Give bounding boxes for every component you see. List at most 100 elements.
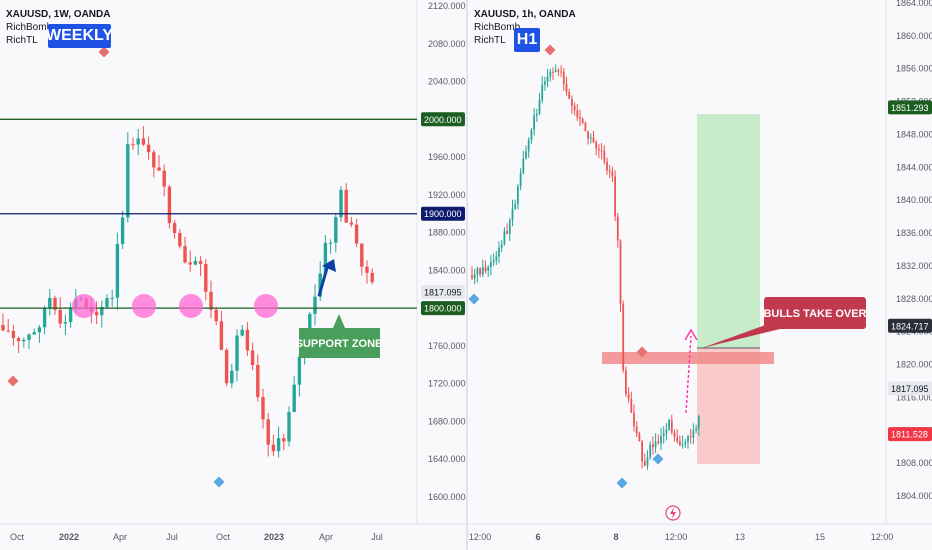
hourly-candle-body <box>562 71 565 85</box>
weekly-candle-body <box>349 222 354 225</box>
hourly-candle-body <box>695 428 697 431</box>
hourly-candle-body <box>560 71 562 73</box>
weekly-candle-body <box>214 309 218 322</box>
weekly-top-diamond-marker <box>98 46 110 58</box>
hourly-candle-body <box>495 256 498 261</box>
hourly-price-tag-3: 1811.528 <box>891 430 928 440</box>
weekly-price-tag-1: 1900.000 <box>424 209 462 219</box>
weekly-x-tick-1: 2022 <box>59 532 79 542</box>
hourly-candle-body <box>697 416 700 429</box>
weekly-candle-body <box>115 244 120 298</box>
hourly-candle-body <box>681 444 684 446</box>
weekly-candle-body <box>162 170 166 187</box>
weekly-chart-panel[interactable]: 2120.000 2080.000 2040.000 2000.000 1960.000… <box>0 0 466 550</box>
weekly-price-tag-2: 1817.095 <box>424 288 462 298</box>
hourly-candle-body <box>476 268 479 275</box>
hourly-candle-body <box>479 268 481 275</box>
hourly-candle-body <box>625 370 627 395</box>
hourly-second-low-diamond-marker <box>652 453 664 465</box>
hourly-candle-body <box>573 105 576 111</box>
weekly-candle-body <box>178 233 182 247</box>
hourly-candle-body <box>630 398 633 413</box>
bulls-callout-text: BULLS TAKE OVER <box>763 308 866 320</box>
weekly-price-tag-3: 1800.000 <box>424 304 462 314</box>
hourly-candle-body <box>598 148 600 151</box>
hourly-candle-body <box>614 176 616 217</box>
hourly-candle-body <box>670 420 673 433</box>
hourly-x-tick-6: 12:00 <box>871 532 894 542</box>
hourly-y-tick-6: 1840.000 <box>896 195 932 205</box>
weekly-up-arrow-head <box>322 259 336 272</box>
hourly-chart-panel[interactable]: 1864.0001860.0001856.0001852.0001848.000… <box>468 0 932 550</box>
hourly-candle-body <box>619 240 622 304</box>
weekly-candle-body <box>271 444 276 452</box>
weekly-support-touch-circle-1 <box>132 294 156 318</box>
hourly-projection-arrowhead <box>684 328 698 341</box>
panel-divider[interactable] <box>466 0 468 550</box>
weekly-candle-body <box>1 325 5 331</box>
hourly-candle-body <box>514 204 517 209</box>
hourly-candle-body <box>633 412 635 427</box>
weekly-candle-body <box>63 322 68 324</box>
weekly-y-tick-12: 1640.000 <box>428 454 466 464</box>
hourly-y-tick-2: 1856.000 <box>896 64 932 74</box>
hourly-take-profit-zone <box>697 114 760 348</box>
hourly-low-diamond-marker <box>616 477 628 489</box>
weekly-candle-body <box>11 330 16 339</box>
weekly-candle-body <box>354 224 359 244</box>
weekly-candle-body <box>224 349 229 384</box>
weekly-candle-body <box>370 272 374 283</box>
hourly-candle-body <box>557 70 560 72</box>
hourly-candle-body <box>525 151 527 159</box>
weekly-candle-body <box>240 329 244 336</box>
hourly-price-tag-3-bg <box>888 427 932 442</box>
hourly-candle-body <box>565 84 568 92</box>
hourly-chart-canvas[interactable]: 1864.0001860.0001856.0001852.0001848.000… <box>468 0 932 550</box>
hourly-candle-body <box>641 441 643 462</box>
weekly-chart-legend: XAUUSD, 1W, OANDA RichBomb RichTL <box>6 8 110 47</box>
hourly-candle-body <box>533 115 535 130</box>
hourly-candle-body <box>587 131 589 139</box>
hourly-x-tick-1: 6 <box>535 532 540 542</box>
hourly-candle-body <box>481 267 484 275</box>
hourly-candle-body <box>471 275 473 279</box>
hourly-candle-body <box>652 444 654 448</box>
hourly-candle-body <box>638 433 641 442</box>
weekly-candle-body <box>183 246 187 263</box>
hourly-y-tick-12: 1816.000 <box>896 392 932 402</box>
weekly-candle-body <box>188 262 192 265</box>
weekly-candle-body <box>323 242 328 274</box>
weekly-candle-body <box>167 186 172 224</box>
weekly-y-tick-2: 2040.000 <box>428 77 466 87</box>
hourly-price-tag-1-bg <box>888 318 932 333</box>
hourly-y-tick-4: 1848.000 <box>896 129 932 139</box>
hourly-candle-body <box>600 150 603 152</box>
hourly-candle-body <box>517 186 519 205</box>
hourly-y-tick-5: 1844.000 <box>896 162 932 172</box>
hourly-candle-body <box>606 161 608 171</box>
weekly-candle-body <box>141 138 146 145</box>
hourly-candle-body <box>511 208 514 221</box>
weekly-candle-body <box>282 438 286 442</box>
weekly-candle-body <box>6 330 10 332</box>
support-zone-callout-text: SUPPORT ZONE <box>296 338 383 350</box>
hourly-candle-body <box>490 262 492 268</box>
hourly-candle-body <box>508 220 511 234</box>
weekly-candle-body <box>105 298 109 307</box>
hourly-candle-body <box>568 91 571 100</box>
hourly-y-tick-14: 1808.000 <box>896 458 932 468</box>
weekly-candle-body <box>209 291 213 310</box>
hourly-x-tick-5: 15 <box>815 532 825 542</box>
weekly-chart-canvas[interactable]: 2120.000 2080.000 2040.000 2000.000 1960.000… <box>0 0 466 550</box>
hourly-candle-body <box>616 216 619 241</box>
weekly-x-tick-6: Apr <box>319 532 333 542</box>
weekly-candle-body <box>136 138 140 145</box>
weekly-candle-body <box>94 311 99 316</box>
hourly-candle-body <box>679 441 681 446</box>
weekly-candle-body <box>16 338 21 342</box>
hourly-candle-body <box>692 430 695 438</box>
hourly-candle-body <box>689 436 692 438</box>
hourly-badge: H1 <box>514 28 540 52</box>
hourly-candle-body <box>571 99 573 106</box>
weekly-candle-body <box>131 144 135 146</box>
